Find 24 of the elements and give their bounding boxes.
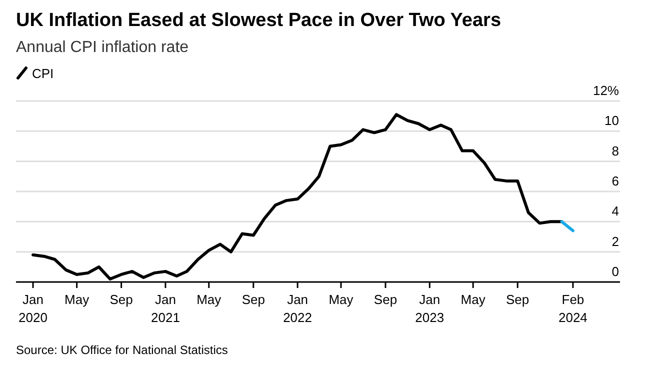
y-tick-label: 6: [612, 174, 619, 188]
y-tick-label: 12%: [592, 83, 620, 98]
source-note: Source: UK Office for National Statistics: [16, 343, 228, 357]
x-tick-label: May: [196, 292, 222, 307]
y-tick-label: 0: [612, 264, 619, 279]
y-tick-label: 8: [612, 143, 619, 158]
x-tick-label: Jan 2020: [18, 292, 48, 325]
x-tick-label: Sep: [242, 292, 265, 307]
y-tick-label: 10: [604, 113, 619, 128]
x-tick-label: Jan 2021: [151, 292, 180, 325]
x-tick-label: Feb 2024: [558, 292, 588, 325]
x-tick-label: Sep: [110, 292, 133, 307]
y-tick-label: 4: [612, 204, 619, 219]
x-tick-label: May: [328, 292, 354, 307]
x-tick-label: Sep: [506, 292, 530, 307]
x-tick-label: Sep: [374, 292, 398, 307]
y-tick-label: 2: [612, 234, 619, 249]
chart-title: UK Inflation Eased at Slowest Pace in Over Two Years: [16, 10, 502, 31]
x-tick-label: May: [64, 292, 90, 307]
x-tick-label: Jan 2023: [415, 292, 444, 325]
legend-label: CPI: [32, 66, 54, 81]
x-tick-label: Jan 2022: [283, 292, 312, 325]
chart-subtitle: Annual CPI inflation rate: [16, 39, 189, 56]
x-tick-label: May: [460, 292, 486, 307]
